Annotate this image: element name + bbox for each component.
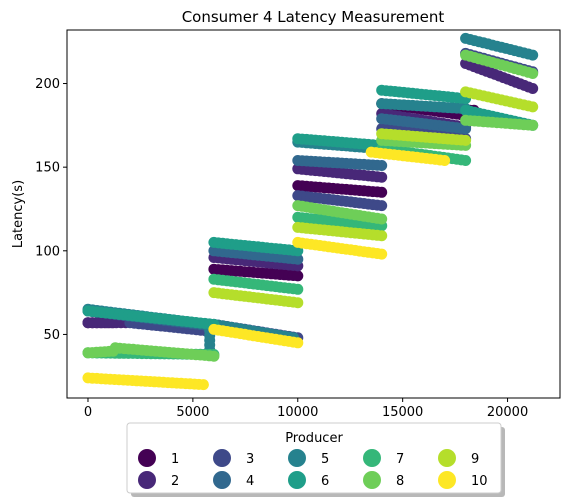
legend-marker <box>438 449 456 467</box>
legend-label: 1 <box>171 452 179 467</box>
data-point <box>197 379 209 391</box>
legend-marker <box>138 449 156 467</box>
legend-marker <box>138 471 156 489</box>
x-tick-label: 5000 <box>176 405 209 420</box>
series-10 <box>82 146 451 391</box>
legend-label: 9 <box>471 452 479 467</box>
data-point <box>292 297 304 309</box>
legend-marker <box>363 471 381 489</box>
data-point <box>527 83 539 94</box>
legend-label: 5 <box>321 452 329 467</box>
legend-marker <box>288 449 306 467</box>
data-point <box>460 123 472 135</box>
legend-label: 4 <box>246 474 254 489</box>
data-point <box>527 68 539 79</box>
data-point <box>292 337 304 349</box>
legend: Producer 1 2 3 4 5 6 7 8 9 10 <box>126 422 505 497</box>
legend-marker <box>363 449 381 467</box>
legend-label: 10 <box>471 474 488 489</box>
plot-area <box>82 32 539 391</box>
data-point <box>460 155 472 166</box>
axes: 0 5000 10000 15000 20000 50 100 150 200 <box>35 77 528 420</box>
legend-marker <box>438 471 456 489</box>
data-point <box>292 270 304 282</box>
data-point <box>292 283 304 295</box>
chart-title: Consumer 4 Latency Measurement <box>182 8 445 26</box>
legend-marker <box>213 471 231 489</box>
legend-label: 7 <box>396 452 404 467</box>
legend-label: 3 <box>246 452 254 467</box>
y-axis-label: Latency(s) <box>11 180 26 248</box>
data-point <box>460 134 472 146</box>
x-tick-label: 10000 <box>277 405 318 420</box>
data-point <box>527 119 539 131</box>
data-point <box>376 200 388 212</box>
legend-label: 6 <box>321 474 329 489</box>
legend-marker <box>213 449 231 467</box>
x-tick-label: 0 <box>84 405 92 420</box>
data-point <box>376 230 388 242</box>
x-tick-label: 15000 <box>382 405 423 420</box>
legend-label: 8 <box>396 474 404 489</box>
y-tick-label: 50 <box>43 328 60 343</box>
plot-frame <box>66 29 561 399</box>
y-tick-label: 200 <box>35 77 60 92</box>
data-point <box>439 155 451 166</box>
data-point <box>292 253 304 265</box>
legend-marker <box>288 471 306 489</box>
legend-items: 1 2 3 4 5 6 7 8 9 10 <box>138 449 488 489</box>
x-tick-label: 20000 <box>487 405 528 420</box>
legend-title: Producer <box>285 431 343 446</box>
data-point <box>376 186 388 198</box>
series-9 <box>208 86 539 309</box>
data-point <box>376 248 388 260</box>
legend-label: 2 <box>171 474 179 489</box>
data-point <box>527 101 539 113</box>
data-point <box>376 160 388 171</box>
data-point <box>527 49 539 61</box>
y-tick-label: 100 <box>35 244 60 259</box>
data-point <box>376 171 388 183</box>
data-point <box>208 350 220 362</box>
y-tick-label: 150 <box>35 161 60 176</box>
data-point <box>376 213 388 225</box>
